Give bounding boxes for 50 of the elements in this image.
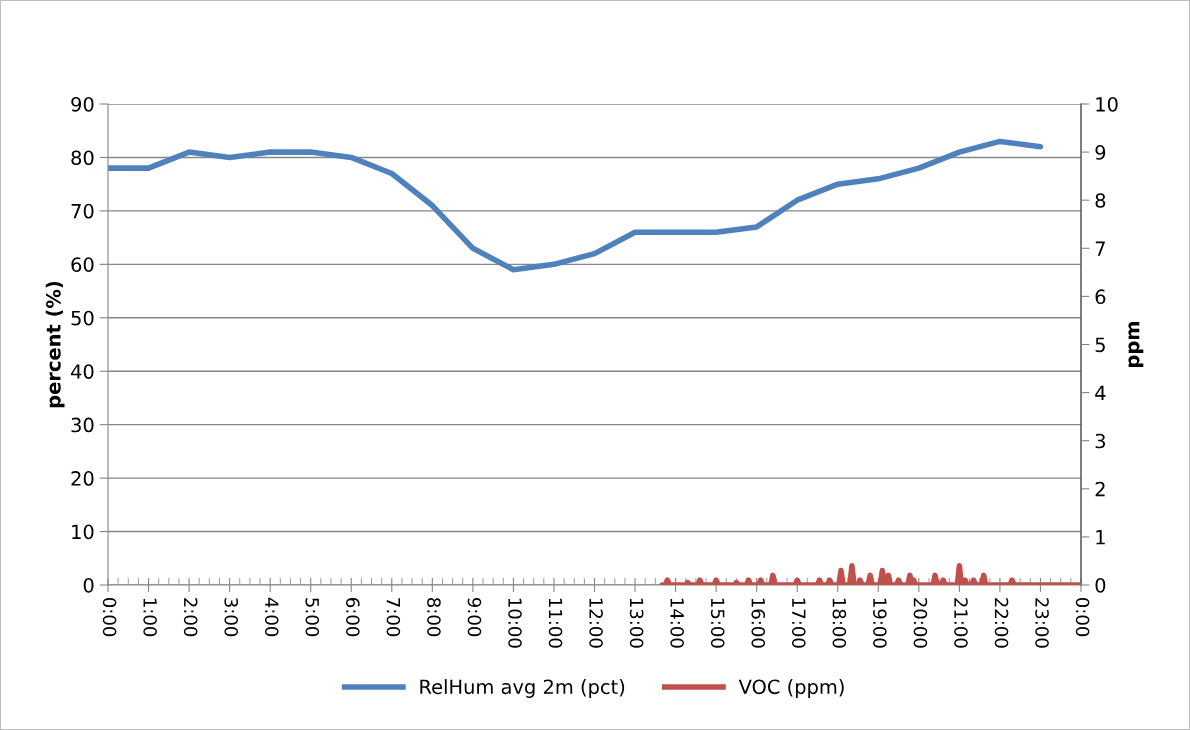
x-tick-label: 2:00 (183, 598, 198, 637)
x-tick-label: 19:00 (873, 598, 887, 648)
x-tick-label: 14:00 (670, 598, 684, 648)
x-tick-label: 7:00 (386, 598, 401, 637)
y2-tick-label: 4 (1095, 385, 1106, 400)
y2-tick-label: 0 (1095, 577, 1106, 593)
y2-tick-label: 3 (1095, 433, 1106, 449)
y-tick-label: 70 (71, 203, 94, 219)
x-tick-label: 9:00 (467, 597, 482, 637)
x-tick-label: 8:00 (427, 598, 441, 637)
x-tick-label: 1:00 (143, 598, 157, 637)
y2-tick-label: 10 (1096, 96, 1118, 112)
y2-axis-title: ppm (1128, 321, 1144, 367)
x-tick-label: 4:00 (264, 597, 279, 637)
x-tick-label: 20:00 (913, 598, 928, 648)
y-axis-title: percent (%) (45, 281, 65, 408)
legend-label: VOC (ppm) (738, 679, 844, 698)
x-tick-label: 18:00 (832, 598, 847, 648)
y-tick-label: 40 (71, 364, 94, 379)
x-tick-label: 15:00 (710, 598, 725, 648)
x-tick-label: 3:00 (224, 598, 239, 637)
y2-tick-label: 6 (1095, 289, 1106, 305)
y2-tick-label: 1 (1096, 530, 1105, 545)
y-tick-label: 30 (71, 417, 94, 433)
y-tick-label: 90 (71, 96, 94, 112)
x-tick-label: 16:00 (751, 598, 766, 648)
x-tick-label: 17:00 (791, 598, 806, 648)
y2-tick-label: 2 (1095, 481, 1105, 497)
x-tick-label: 23:00 (1035, 598, 1049, 648)
y2-tick-label: 8 (1095, 193, 1106, 208)
y2-tick-label: 9 (1095, 145, 1106, 160)
y2-tick-label: 7 (1095, 241, 1105, 256)
y-tick-label: 80 (71, 150, 94, 166)
x-tick-label: 22:00 (994, 598, 1009, 648)
y-tick-label: 60 (71, 257, 94, 272)
x-tick-label: 21:00 (954, 598, 968, 648)
x-tick-label: 10:00 (508, 598, 522, 648)
y-tick-label: 0 (83, 577, 94, 593)
x-tick-label: 13:00 (629, 598, 644, 648)
x-tick-label: 12:00 (589, 598, 603, 648)
x-tick-label: 0:00 (102, 598, 117, 637)
y-tick-label: 10 (72, 524, 94, 540)
x-tick-label: 5:00 (305, 598, 320, 637)
y-tick-label: 50 (71, 310, 94, 326)
legend-label: RelHum avg 2m (pct) (420, 679, 625, 698)
x-tick-label: 6:00 (346, 598, 360, 637)
y2-tick-label: 5 (1095, 337, 1105, 353)
y-tick-label: 20 (71, 471, 94, 486)
x-tick-label: 11:00 (548, 598, 563, 648)
x-tick-label: 0:00 (1075, 598, 1090, 637)
